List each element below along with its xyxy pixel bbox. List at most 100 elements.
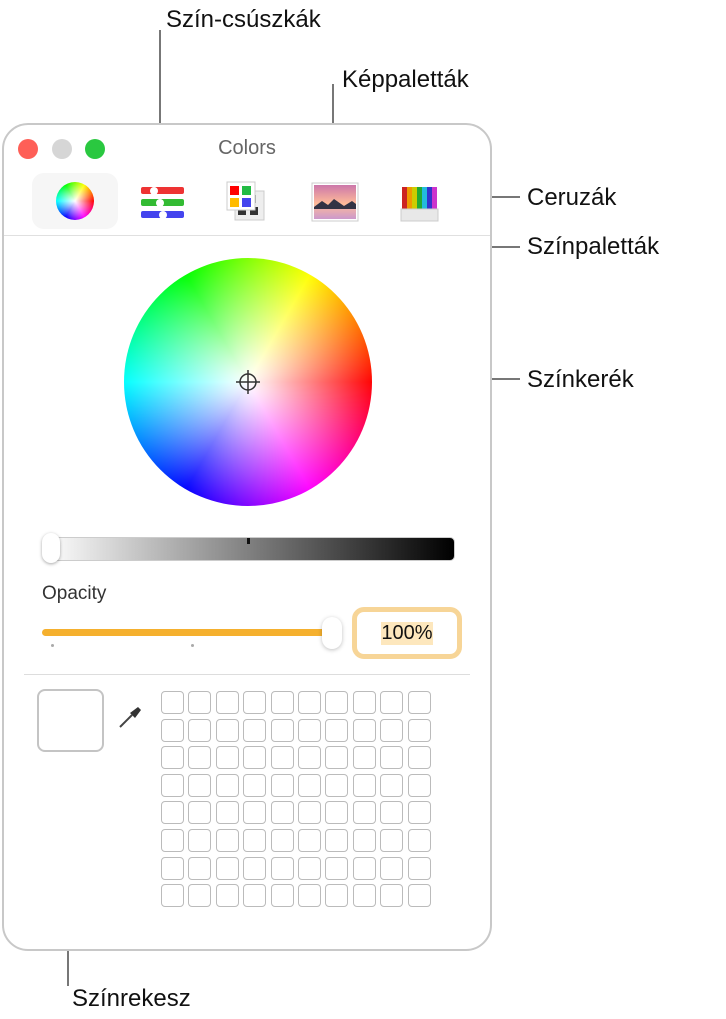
swatch-cell[interactable] <box>161 773 184 797</box>
swatch-cell[interactable] <box>243 746 267 770</box>
swatch-cell[interactable] <box>243 856 267 880</box>
swatch-cell[interactable] <box>380 773 404 797</box>
swatch-cell[interactable] <box>161 801 184 825</box>
swatch-cell[interactable] <box>380 884 404 908</box>
swatch-cell[interactable] <box>352 718 376 742</box>
swatch-cell[interactable] <box>380 746 404 770</box>
swatch-cell[interactable] <box>407 801 431 825</box>
swatch-cell[interactable] <box>243 773 267 797</box>
swatch-cell[interactable] <box>215 746 239 770</box>
swatch-cell[interactable] <box>243 801 267 825</box>
swatch-cell[interactable] <box>407 856 431 880</box>
callout-color-wheel: Színkerék <box>527 366 634 393</box>
swatch-cell[interactable] <box>380 718 404 742</box>
swatch-cell[interactable] <box>352 773 376 797</box>
swatch-cell[interactable] <box>325 856 349 880</box>
tab-color-wheel[interactable] <box>32 173 118 229</box>
swatch-cell[interactable] <box>215 691 239 714</box>
close-button[interactable] <box>18 139 38 159</box>
color-well[interactable] <box>37 689 104 752</box>
swatch-cell[interactable] <box>215 773 239 797</box>
swatch-cell[interactable] <box>215 856 239 880</box>
swatch-cell[interactable] <box>161 856 184 880</box>
swatch-cell[interactable] <box>161 718 184 742</box>
opacity-slider[interactable] <box>42 629 332 636</box>
swatch-cell[interactable] <box>298 829 321 852</box>
swatch-cell[interactable] <box>188 856 212 880</box>
swatch-cell[interactable] <box>352 691 376 714</box>
swatch-cell[interactable] <box>298 718 321 742</box>
swatch-cell[interactable] <box>270 884 294 908</box>
swatch-cell[interactable] <box>188 746 212 770</box>
swatch-cell[interactable] <box>270 829 294 852</box>
swatch-cell[interactable] <box>298 773 321 797</box>
swatch-cell[interactable] <box>215 718 239 742</box>
swatch-cell[interactable] <box>352 801 376 825</box>
swatch-cell[interactable] <box>188 801 212 825</box>
swatch-cell[interactable] <box>325 718 349 742</box>
swatch-cell[interactable] <box>298 856 321 880</box>
swatch-cell[interactable] <box>161 884 184 908</box>
swatch-cell[interactable] <box>407 746 431 770</box>
crosshair-icon[interactable] <box>235 369 261 395</box>
minimize-button[interactable] <box>52 139 72 159</box>
swatch-cell[interactable] <box>380 691 404 714</box>
swatch-cell[interactable] <box>298 801 321 825</box>
swatch-cell[interactable] <box>352 856 376 880</box>
swatch-cell[interactable] <box>161 691 184 714</box>
swatch-cell[interactable] <box>352 829 376 852</box>
swatch-cell[interactable] <box>161 746 184 770</box>
swatch-cell[interactable] <box>270 718 294 742</box>
tab-image-palettes[interactable] <box>310 175 370 227</box>
image-icon <box>311 182 359 222</box>
swatch-cell[interactable] <box>188 718 212 742</box>
swatch-cell[interactable] <box>325 829 349 852</box>
swatch-cell[interactable] <box>243 691 267 714</box>
swatch-cell[interactable] <box>270 773 294 797</box>
tab-pencils[interactable] <box>400 175 460 227</box>
swatch-cell[interactable] <box>407 829 431 852</box>
swatch-cell[interactable] <box>325 691 349 714</box>
swatch-cell[interactable] <box>215 884 239 908</box>
swatch-cell[interactable] <box>270 746 294 770</box>
swatch-cell[interactable] <box>298 746 321 770</box>
brightness-knob[interactable] <box>42 533 60 563</box>
callout-sliders: Szín-csúszkák <box>166 6 321 33</box>
swatch-cell[interactable] <box>188 829 212 852</box>
eyedropper-icon[interactable] <box>116 703 144 731</box>
swatch-cell[interactable] <box>325 884 349 908</box>
swatch-cell[interactable] <box>243 829 267 852</box>
swatch-cell[interactable] <box>325 773 349 797</box>
callout-color-well: Színrekesz <box>72 985 191 1012</box>
swatch-cell[interactable] <box>215 829 239 852</box>
swatch-cell[interactable] <box>380 856 404 880</box>
swatch-cell[interactable] <box>380 801 404 825</box>
swatch-cell[interactable] <box>270 691 294 714</box>
swatch-cell[interactable] <box>298 691 321 714</box>
swatch-cell[interactable] <box>215 801 239 825</box>
swatch-cell[interactable] <box>407 691 431 714</box>
zoom-button[interactable] <box>85 139 105 159</box>
swatch-cell[interactable] <box>270 856 294 880</box>
tab-color-palettes[interactable] <box>224 175 284 227</box>
swatch-cell[interactable] <box>407 884 431 908</box>
swatch-cell[interactable] <box>352 884 376 908</box>
swatch-cell[interactable] <box>243 718 267 742</box>
pencils-icon <box>400 187 439 222</box>
swatch-cell[interactable] <box>188 773 212 797</box>
swatch-cell[interactable] <box>407 773 431 797</box>
swatch-cell[interactable] <box>161 829 184 852</box>
opacity-field[interactable]: 100% <box>352 607 462 659</box>
swatch-cell[interactable] <box>380 829 404 852</box>
swatch-cell[interactable] <box>188 691 212 714</box>
tab-color-sliders[interactable] <box>138 175 198 227</box>
swatch-cell[interactable] <box>243 884 267 908</box>
swatch-cell[interactable] <box>325 746 349 770</box>
swatch-cell[interactable] <box>188 884 212 908</box>
opacity-knob[interactable] <box>322 617 342 649</box>
swatch-cell[interactable] <box>270 801 294 825</box>
swatch-cell[interactable] <box>352 746 376 770</box>
swatch-cell[interactable] <box>407 718 431 742</box>
swatch-cell[interactable] <box>298 884 321 908</box>
swatch-cell[interactable] <box>325 801 349 825</box>
